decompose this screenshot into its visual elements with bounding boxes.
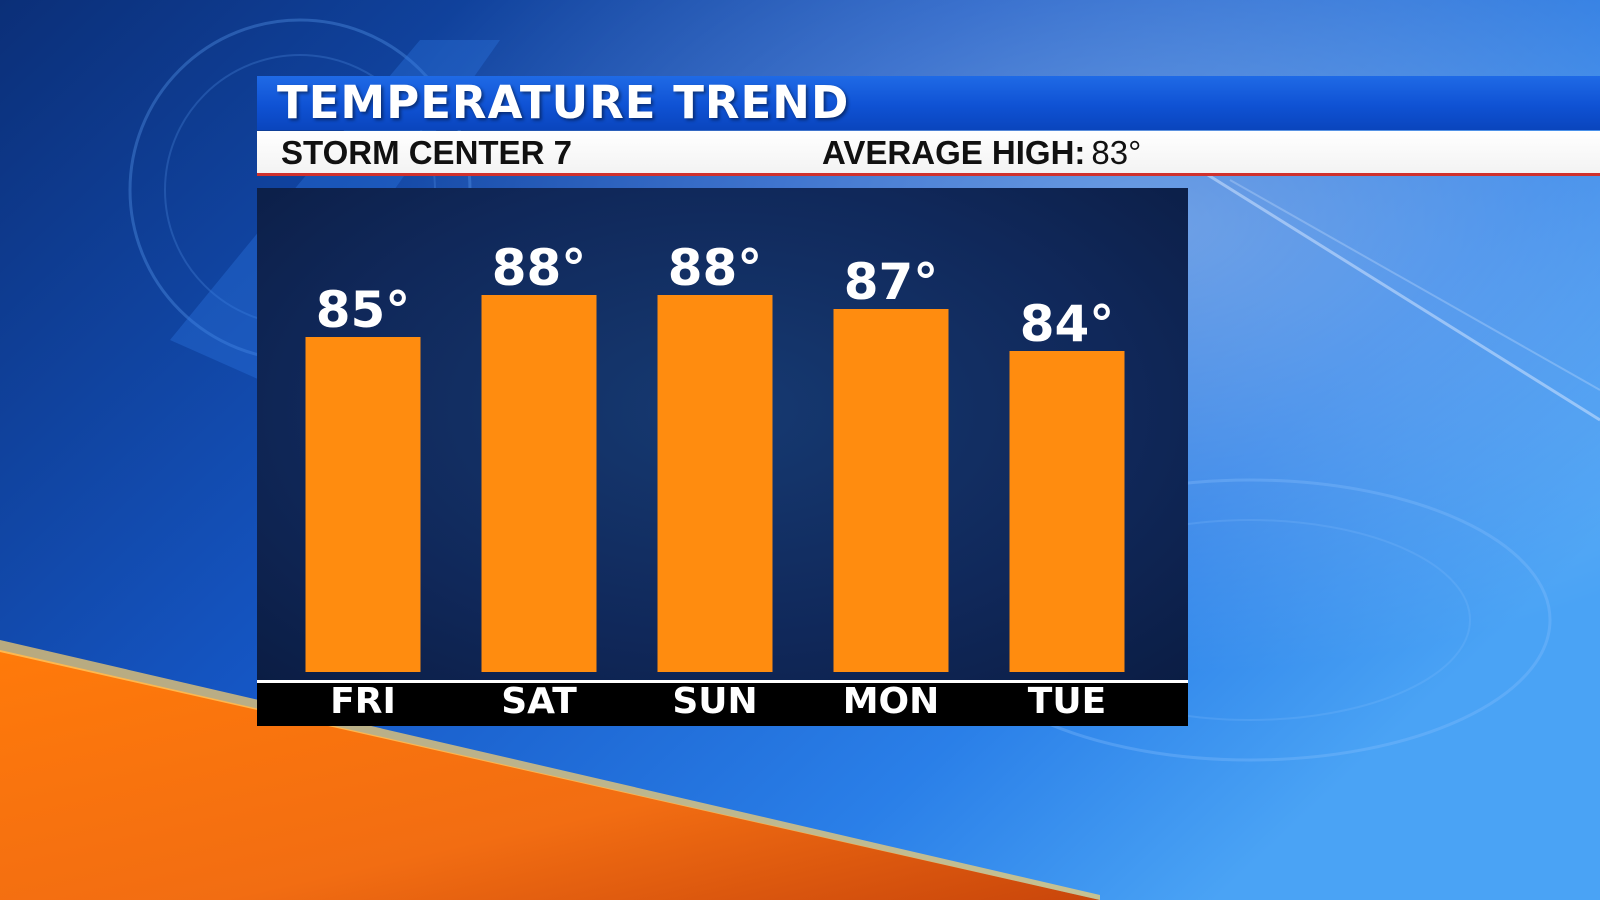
value-label-sat: 88° (492, 239, 587, 297)
x-tick-sun: SUN (672, 681, 757, 722)
bar-sun (657, 295, 773, 672)
subtitle-banner: STORM CENTER 7 AVERAGE HIGH: 83° (257, 131, 1600, 176)
value-label-tue: 84° (1020, 295, 1115, 353)
x-tick-fri: FRI (330, 681, 396, 722)
x-tick-tue: TUE (1028, 681, 1106, 722)
value-label-sun: 88° (668, 239, 763, 297)
bar-mon (833, 309, 949, 672)
x-tick-sat: SAT (501, 681, 577, 722)
average-high-label: AVERAGE HIGH: (822, 134, 1086, 171)
title-banner: TEMPERATURE TREND (257, 76, 1600, 130)
x-axis-bar (257, 680, 1188, 726)
average-high-value: 83° (1091, 134, 1142, 171)
x-tick-mon: MON (843, 681, 940, 722)
chart-title: TEMPERATURE TREND (277, 76, 850, 129)
value-label-fri: 85° (316, 281, 411, 339)
bar-sat (481, 295, 597, 672)
bar-chart: 85° FRI 88° SAT 88° SUN 87° MON 84° TUE (305, 239, 1125, 722)
average-high: AVERAGE HIGH: 83° (822, 134, 1141, 172)
value-label-mon: 87° (844, 253, 939, 311)
bar-fri (305, 337, 421, 672)
bar-tue (1009, 351, 1125, 672)
station-name: STORM CENTER 7 (281, 134, 572, 171)
